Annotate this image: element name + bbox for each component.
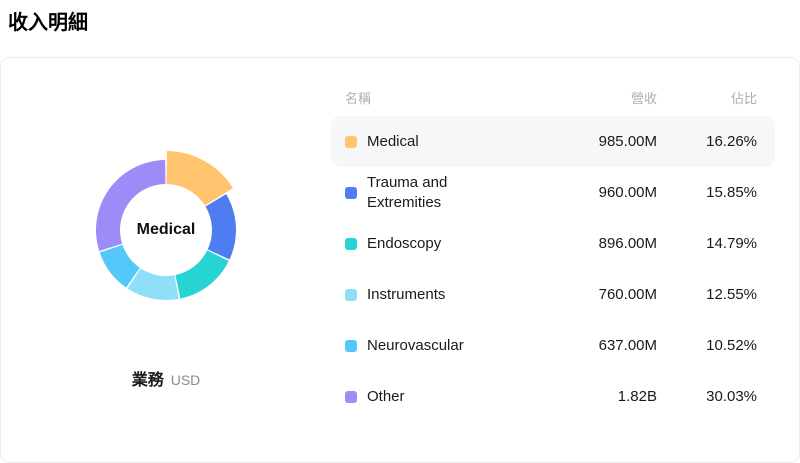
series-share: 16.26% [706,133,757,150]
series-share: 14.79% [706,235,757,252]
legend-swatch-medical [345,135,357,148]
donut-segment-instruments[interactable] [127,268,179,300]
table-row-other[interactable]: Other 1.82B 30.03% [331,371,775,422]
series-revenue: 637.00M [598,337,657,354]
page-title: 收入明細 [8,12,88,34]
col-header-revenue: 營收 [630,90,657,106]
donut-segment-endoscopy[interactable] [175,250,229,299]
breakdown-table: 名稱 營收 佔比 Medical 985.00M 16.26% Trauma and … [331,58,799,462]
series-name-cell: Medical [345,132,535,152]
donut-segment-neurovascular[interactable] [99,244,140,288]
chart-footer-unit: USD [170,372,201,388]
table-row-trauma-and-extremities[interactable]: Trauma and Extremities 960.00M 15.85% [331,167,775,218]
series-name: Other [367,387,405,405]
series-revenue: 985.00M [598,133,657,150]
series-name-cell: Endoscopy [345,234,535,254]
legend-swatch-trauma-and-extremities [345,186,357,199]
table-row-endoscopy[interactable]: Endoscopy 896.00M 14.79% [331,218,775,269]
series-share: 10.52% [706,337,757,354]
donut-segment-medical[interactable] [166,151,233,206]
series-name-cell: Neurovascular [345,336,535,356]
legend-swatch-instruments [345,288,357,301]
col-header-name: 名稱 [345,90,372,106]
donut-segment-trauma-and-extremities[interactable] [205,194,236,260]
series-revenue: 760.00M [598,286,657,303]
table-body: Medical 985.00M 16.26% Trauma and Extremiti… [331,116,775,422]
series-share: 30.03% [706,388,757,405]
table-row-medical[interactable]: Medical 985.00M 16.26% [331,116,775,167]
donut-svg [96,151,236,300]
legend-swatch-other [345,390,357,403]
series-name: Medical [367,132,419,150]
chart-footer: 業務 USD [132,366,201,390]
series-revenue: 1.82B [617,388,657,405]
series-revenue: 896.00M [598,235,657,252]
donut-segment-other[interactable] [96,160,166,251]
series-name: Neurovascular [367,336,464,354]
series-name-cell: Instruments [345,285,535,305]
donut-chart[interactable]: Medical [76,140,256,320]
series-name-cell: Other [345,387,535,407]
series-share: 12.55% [706,286,757,303]
series-share: 15.85% [706,184,757,201]
series-revenue: 960.00M [598,184,657,201]
col-header-share: 佔比 [730,90,757,106]
legend-swatch-endoscopy [345,237,357,250]
series-name: Instruments [367,285,446,303]
series-name-cell: Trauma and Extremities [345,173,535,212]
legend-swatch-neurovascular [345,339,357,352]
series-name: Trauma and Extremities [367,174,448,211]
revenue-breakdown-card: Medical 業務 USD 名稱 營收 佔比 Medical 985.00M 16… [0,57,800,463]
chart-footer-label: 業務 [131,372,164,389]
table-header-row: 名稱 營收 佔比 [331,84,775,110]
series-name: Endoscopy [367,234,442,252]
table-row-neurovascular[interactable]: Neurovascular 637.00M 10.52% [331,320,775,371]
table-row-instruments[interactable]: Instruments 760.00M 12.55% [331,269,775,320]
donut-chart-panel: Medical 業務 USD [1,58,331,462]
